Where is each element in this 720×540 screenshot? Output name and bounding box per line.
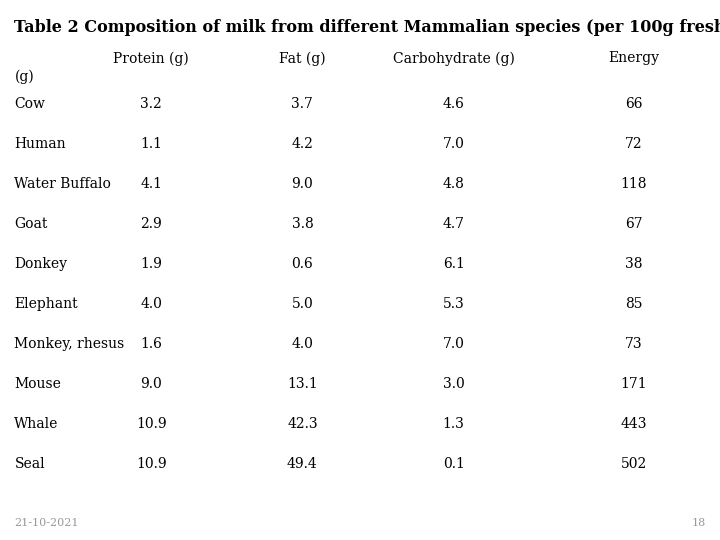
Text: 38: 38 bbox=[625, 257, 642, 271]
Text: 49.4: 49.4 bbox=[287, 457, 318, 471]
Text: Fat (g): Fat (g) bbox=[279, 51, 325, 66]
Text: Donkey: Donkey bbox=[14, 257, 68, 271]
Text: Seal: Seal bbox=[14, 457, 45, 471]
Text: 1.3: 1.3 bbox=[443, 417, 464, 431]
Text: 42.3: 42.3 bbox=[287, 417, 318, 431]
Text: Mouse: Mouse bbox=[14, 377, 61, 391]
Text: 66: 66 bbox=[625, 97, 642, 111]
Text: 3.2: 3.2 bbox=[140, 97, 162, 111]
Text: Carbohydrate (g): Carbohydrate (g) bbox=[392, 51, 515, 66]
Text: 4.6: 4.6 bbox=[443, 97, 464, 111]
Text: 67: 67 bbox=[625, 217, 642, 231]
Text: 2.9: 2.9 bbox=[140, 217, 162, 231]
Text: 1.6: 1.6 bbox=[140, 337, 162, 351]
Text: Elephant: Elephant bbox=[14, 297, 78, 311]
Text: 9.0: 9.0 bbox=[140, 377, 162, 391]
Text: Human: Human bbox=[14, 137, 66, 151]
Text: 10.9: 10.9 bbox=[136, 457, 166, 471]
Text: 7.0: 7.0 bbox=[443, 337, 464, 351]
Text: 4.8: 4.8 bbox=[443, 177, 464, 191]
Text: 18: 18 bbox=[691, 518, 706, 528]
Text: 3.8: 3.8 bbox=[292, 217, 313, 231]
Text: (g): (g) bbox=[14, 69, 34, 84]
Text: 72: 72 bbox=[625, 137, 642, 151]
Text: 21-10-2021: 21-10-2021 bbox=[14, 518, 79, 528]
Text: 3.0: 3.0 bbox=[443, 377, 464, 391]
Text: Whale: Whale bbox=[14, 417, 59, 431]
Text: 5.3: 5.3 bbox=[443, 297, 464, 311]
Text: 3.7: 3.7 bbox=[292, 97, 313, 111]
Text: 73: 73 bbox=[625, 337, 642, 351]
Text: 4.0: 4.0 bbox=[140, 297, 162, 311]
Text: 5.0: 5.0 bbox=[292, 297, 313, 311]
Text: 0.1: 0.1 bbox=[443, 457, 464, 471]
Text: 10.9: 10.9 bbox=[136, 417, 166, 431]
Text: 13.1: 13.1 bbox=[287, 377, 318, 391]
Text: Monkey, rhesus: Monkey, rhesus bbox=[14, 337, 125, 351]
Text: 502: 502 bbox=[621, 457, 647, 471]
Text: Energy: Energy bbox=[608, 51, 659, 65]
Text: 4.1: 4.1 bbox=[140, 177, 162, 191]
Text: Goat: Goat bbox=[14, 217, 48, 231]
Text: Protein (g): Protein (g) bbox=[113, 51, 189, 66]
Text: Water Buffalo: Water Buffalo bbox=[14, 177, 112, 191]
Text: 171: 171 bbox=[621, 377, 647, 391]
Text: 4.2: 4.2 bbox=[292, 137, 313, 151]
Text: 0.6: 0.6 bbox=[292, 257, 313, 271]
Text: Cow: Cow bbox=[14, 97, 45, 111]
Text: 1.1: 1.1 bbox=[140, 137, 162, 151]
Text: 118: 118 bbox=[621, 177, 647, 191]
Text: Table 2 Composition of milk from different Mammalian species (per 100g fresh mil: Table 2 Composition of milk from differe… bbox=[14, 19, 720, 36]
Text: 7.0: 7.0 bbox=[443, 137, 464, 151]
Text: 6.1: 6.1 bbox=[443, 257, 464, 271]
Text: 4.7: 4.7 bbox=[443, 217, 464, 231]
Text: 443: 443 bbox=[621, 417, 647, 431]
Text: 1.9: 1.9 bbox=[140, 257, 162, 271]
Text: 9.0: 9.0 bbox=[292, 177, 313, 191]
Text: 85: 85 bbox=[625, 297, 642, 311]
Text: 4.0: 4.0 bbox=[292, 337, 313, 351]
